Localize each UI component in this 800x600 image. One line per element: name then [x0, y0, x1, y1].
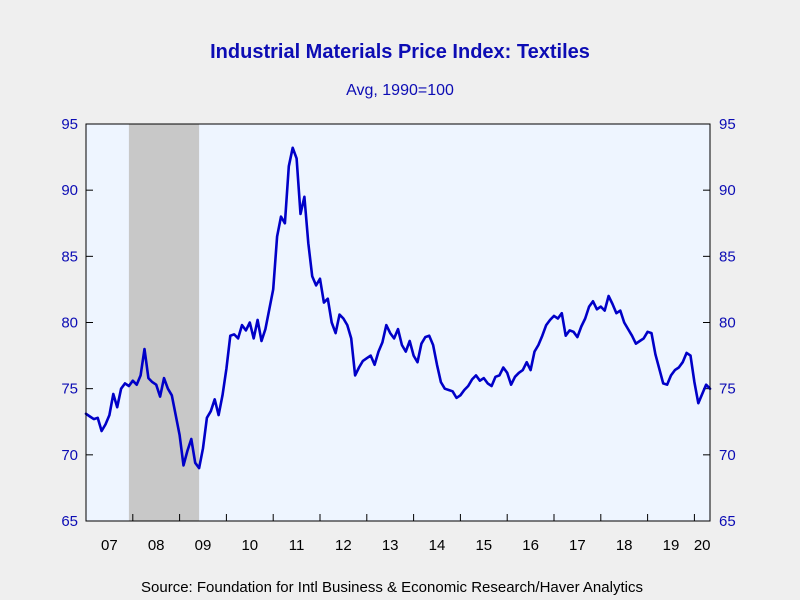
y-tick-label-right: 95: [719, 116, 736, 133]
x-axis-labels: 07 08 09 10 11 12 13 14 15 16 17 18 19 20: [101, 537, 710, 554]
y-tick-label-right: 65: [719, 513, 736, 530]
x-tick-label: 16: [522, 537, 539, 554]
x-tick-label: 12: [335, 537, 352, 554]
x-tick-label: 19: [663, 537, 680, 554]
y-tick-label-left: 65: [61, 513, 78, 530]
x-tick-label: 11: [289, 537, 305, 554]
x-tick-label: 17: [569, 537, 586, 554]
y-axis-right-labels: 95 90 85 80 75 70 65: [719, 116, 736, 530]
y-tick-label-left: 75: [61, 381, 78, 398]
y-tick-label-right: 85: [719, 248, 736, 265]
x-tick-label: 20: [694, 537, 711, 554]
x-tick-label: 15: [475, 537, 492, 554]
x-axis-ticks: [132, 514, 695, 521]
x-tick-label: 10: [241, 537, 258, 554]
y-tick-label-left: 85: [61, 248, 78, 265]
y-tick-label-right: 90: [719, 182, 736, 199]
y-tick-label-right: 80: [719, 315, 736, 332]
x-tick-label: 09: [195, 537, 212, 554]
plot-frame: [85, 123, 711, 522]
x-tick-label: 14: [429, 537, 446, 554]
series-line: [84, 146, 712, 470]
chart-title: Industrial Materials Price Index: Textil…: [210, 41, 590, 63]
y-tick-label-left: 95: [61, 116, 78, 133]
y-tick-label-left: 80: [61, 315, 78, 332]
recession-band: [128, 124, 200, 521]
y-tick-label-left: 70: [61, 447, 78, 464]
x-tick-label: 08: [148, 537, 165, 554]
y-tick-label-right: 70: [719, 447, 736, 464]
x-tick-label: 13: [382, 537, 399, 554]
y-tick-label-right: 75: [719, 381, 736, 398]
y-axis-left-labels: 95 90 85 80 75 70 65: [61, 116, 78, 530]
y-tick-label-left: 90: [61, 182, 78, 199]
x-tick-label: 18: [616, 537, 633, 554]
x-tick-label: 07: [101, 537, 118, 554]
chart-subtitle: Avg, 1990=100: [346, 82, 454, 99]
chart-source: Source: Foundation for Intl Business & E…: [141, 579, 643, 596]
